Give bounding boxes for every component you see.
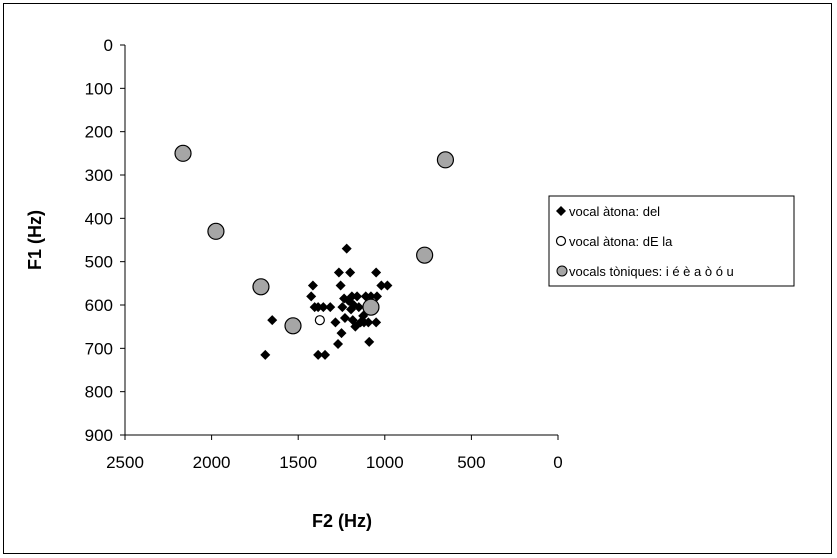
data-point	[207, 222, 225, 240]
y-tick-label: 200	[85, 123, 113, 142]
x-axis-ticks: 2500 2000 1500 1000 500 0	[106, 435, 563, 472]
data-point	[337, 302, 348, 313]
data-point	[362, 298, 380, 316]
y-tick-label: 0	[104, 36, 113, 55]
data-point	[320, 349, 331, 360]
x-tick-label: 2000	[193, 453, 231, 472]
x-tick-label: 0	[553, 453, 562, 472]
data-point	[339, 313, 350, 323]
data-points	[174, 144, 455, 360]
data-point	[335, 280, 346, 291]
data-point	[318, 302, 329, 313]
data-point	[333, 267, 344, 278]
data-point	[348, 300, 359, 310]
y-tick-label: 500	[85, 253, 113, 272]
data-point	[359, 317, 370, 328]
data-point	[314, 315, 325, 326]
y-tick-label: 600	[85, 296, 113, 315]
data-point	[307, 280, 318, 291]
x-axis-title: F2 (Hz)	[312, 511, 372, 531]
legend-marker	[556, 265, 568, 277]
legend-marker	[555, 235, 567, 247]
data-point	[341, 243, 352, 254]
y-axis-ticks: 0 100 200 300 400 500 600 700 800 900	[85, 36, 125, 445]
y-tick-label: 300	[85, 166, 113, 185]
x-tick-label: 1500	[279, 453, 317, 472]
data-point	[174, 144, 192, 162]
data-point	[416, 246, 434, 264]
data-point	[309, 302, 320, 313]
data-point	[306, 291, 317, 302]
data-point	[371, 317, 382, 328]
data-point	[364, 336, 375, 347]
x-tick-label: 500	[457, 453, 485, 472]
y-tick-label: 100	[85, 79, 113, 98]
data-point	[360, 291, 371, 302]
legend-label: vocal àtona: dE la	[569, 234, 673, 249]
data-point	[345, 267, 356, 278]
data-point	[376, 280, 387, 291]
y-axis-title: F1 (Hz)	[25, 210, 45, 270]
x-tick-label: 2500	[106, 453, 144, 472]
legend-box	[548, 195, 795, 287]
data-point	[330, 317, 341, 328]
legend-label: vocal àtona: del	[569, 204, 660, 219]
x-tick-label: 1000	[366, 453, 404, 472]
legend: vocal àtona: del vocal àtona: dE la vocals…	[548, 195, 795, 287]
data-point	[267, 315, 278, 326]
y-tick-label: 900	[85, 426, 113, 445]
data-point	[382, 280, 393, 291]
data-point	[284, 317, 302, 335]
data-point	[339, 293, 350, 304]
y-tick-label: 700	[85, 339, 113, 358]
data-point	[336, 328, 347, 339]
data-point	[365, 291, 376, 302]
legend-marker	[556, 206, 566, 216]
data-point	[333, 339, 344, 349]
data-point	[252, 278, 270, 296]
data-point	[260, 349, 271, 360]
data-point	[313, 349, 324, 360]
data-point	[325, 302, 336, 313]
y-tick-label: 800	[85, 383, 113, 402]
data-point	[436, 151, 455, 169]
legend-label: vocals tòniques: i é è a ò ó u	[569, 264, 734, 279]
y-tick-label: 400	[85, 209, 113, 228]
data-point	[371, 267, 382, 278]
axes	[124, 45, 558, 436]
data-point	[372, 291, 383, 302]
data-point	[352, 291, 363, 302]
